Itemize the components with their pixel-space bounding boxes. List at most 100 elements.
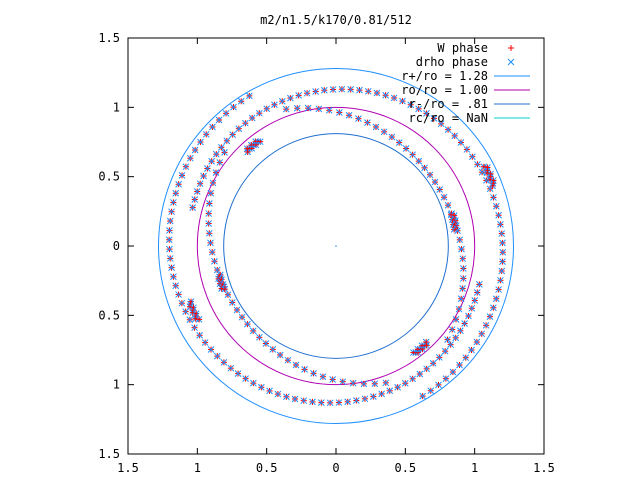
drho-phase-point (207, 239, 214, 247)
drho-phase-b (208, 248, 216, 256)
drho-phase-b (207, 346, 215, 353)
drho-phase-point (435, 381, 442, 389)
drho-phase-point (182, 163, 190, 171)
circle-0.81 (223, 133, 449, 359)
drho-phase-point (300, 397, 308, 405)
drho-phase-point (266, 387, 273, 395)
drho-phase-b (447, 341, 454, 348)
drho-phase-point (206, 200, 213, 207)
drho-phase-b (451, 132, 459, 140)
y-tick-label: 0.5 (98, 170, 120, 184)
drho-phase-b (495, 286, 502, 293)
drho-phase-point (444, 126, 452, 133)
drho-phase-point (459, 285, 466, 292)
drho-phase-b (459, 275, 467, 282)
drho-phase-point (249, 379, 257, 387)
drho-phase-point (229, 131, 237, 138)
drho-phase-b (490, 194, 497, 201)
drho-phase-b (448, 326, 456, 333)
drho-phase-b (482, 321, 490, 329)
drho-phase-point (205, 220, 213, 227)
drho-phase-b (486, 313, 494, 320)
drho-phase-point (212, 169, 220, 177)
drho-phase-b (312, 88, 320, 95)
drho-phase-b (310, 369, 317, 377)
drho-phase-point (364, 119, 371, 126)
center-point (335, 245, 337, 247)
drho-phase-b (200, 172, 207, 180)
drho-phase-b (207, 239, 214, 247)
drho-phase-point (378, 390, 385, 398)
drho-phase-point (165, 236, 173, 244)
w-cluster-point (484, 164, 491, 171)
drho-phase-b (452, 334, 460, 342)
drho-phase-b (229, 131, 237, 138)
data-points (165, 85, 507, 407)
drho-phase-b (361, 395, 369, 403)
drho-phase-point (495, 286, 502, 293)
circle-1 (196, 106, 476, 386)
drho-phase-point (390, 94, 398, 102)
drho-phase-b (499, 248, 507, 256)
drho-phase-point (213, 266, 221, 274)
drho-phase-b (492, 202, 500, 210)
x-tick-label: 0.5 (394, 461, 416, 475)
drho-phase-point (202, 130, 210, 138)
drho-phase-point (457, 139, 465, 146)
drho-phase-point (234, 370, 242, 377)
drho-phase-b (282, 105, 290, 113)
drho-phase-point (189, 204, 197, 211)
drho-phase-b (263, 105, 271, 113)
drho-phase-b (191, 196, 199, 203)
drho-phase-point (238, 313, 246, 321)
drho-phase-point (172, 189, 180, 197)
drho-phase-point (490, 194, 497, 201)
drho-phase-point (207, 189, 215, 197)
drho-phase-b (178, 172, 186, 179)
legend-label-r-minus: r-/ro = .81 (409, 97, 488, 111)
drho-phase-b (456, 236, 464, 244)
drho-phase-point (178, 172, 186, 179)
drho-phase-b (457, 327, 464, 335)
drho-phase-b (284, 356, 292, 364)
drho-phase-point (409, 375, 417, 383)
drho-phase-point (216, 159, 224, 166)
x-tick-label: 1.5 (533, 461, 555, 475)
drho-phase-b (204, 165, 211, 172)
drho-phase-b (315, 105, 323, 113)
drho-phase-b (249, 379, 257, 387)
drho-phase-point (329, 376, 337, 383)
drho-phase-b (216, 159, 224, 166)
drho-phase-point (497, 220, 504, 228)
drho-phase-point (276, 351, 284, 359)
drho-phase-point (335, 109, 343, 116)
drho-phase-point (475, 281, 483, 288)
drho-phase-point (170, 273, 177, 281)
drho-phase-b (292, 361, 300, 369)
legend-label-rc: rc/ro = NaN (409, 111, 488, 125)
drho-phase-b (191, 146, 199, 154)
drho-phase-b (242, 375, 249, 382)
drho-phase-b (452, 315, 460, 323)
drho-phase-b (295, 92, 303, 99)
drho-phase-point (245, 92, 253, 100)
drho-phase-point (371, 380, 379, 388)
y-tick-label: 1.5 (98, 447, 120, 461)
drho-phase-b (492, 295, 500, 303)
drho-phase-b (202, 130, 210, 138)
drho-phase-point (293, 104, 301, 112)
legend-label-w-phase: W phase (437, 41, 488, 55)
drho-phase-point (274, 390, 282, 398)
legend-sample-w-phase (508, 45, 514, 51)
drho-phase-b (208, 157, 215, 165)
drho-phase-point (459, 265, 467, 272)
legend-sample-drho-phase (507, 58, 515, 66)
drho-phase-b (426, 171, 434, 179)
drho-phase-point (447, 341, 454, 348)
drho-phase-point (388, 133, 396, 141)
drho-phase-b (345, 111, 353, 119)
drho-phase-point (193, 188, 201, 195)
drho-phase-b (165, 236, 173, 244)
drho-phase-b (459, 285, 466, 292)
